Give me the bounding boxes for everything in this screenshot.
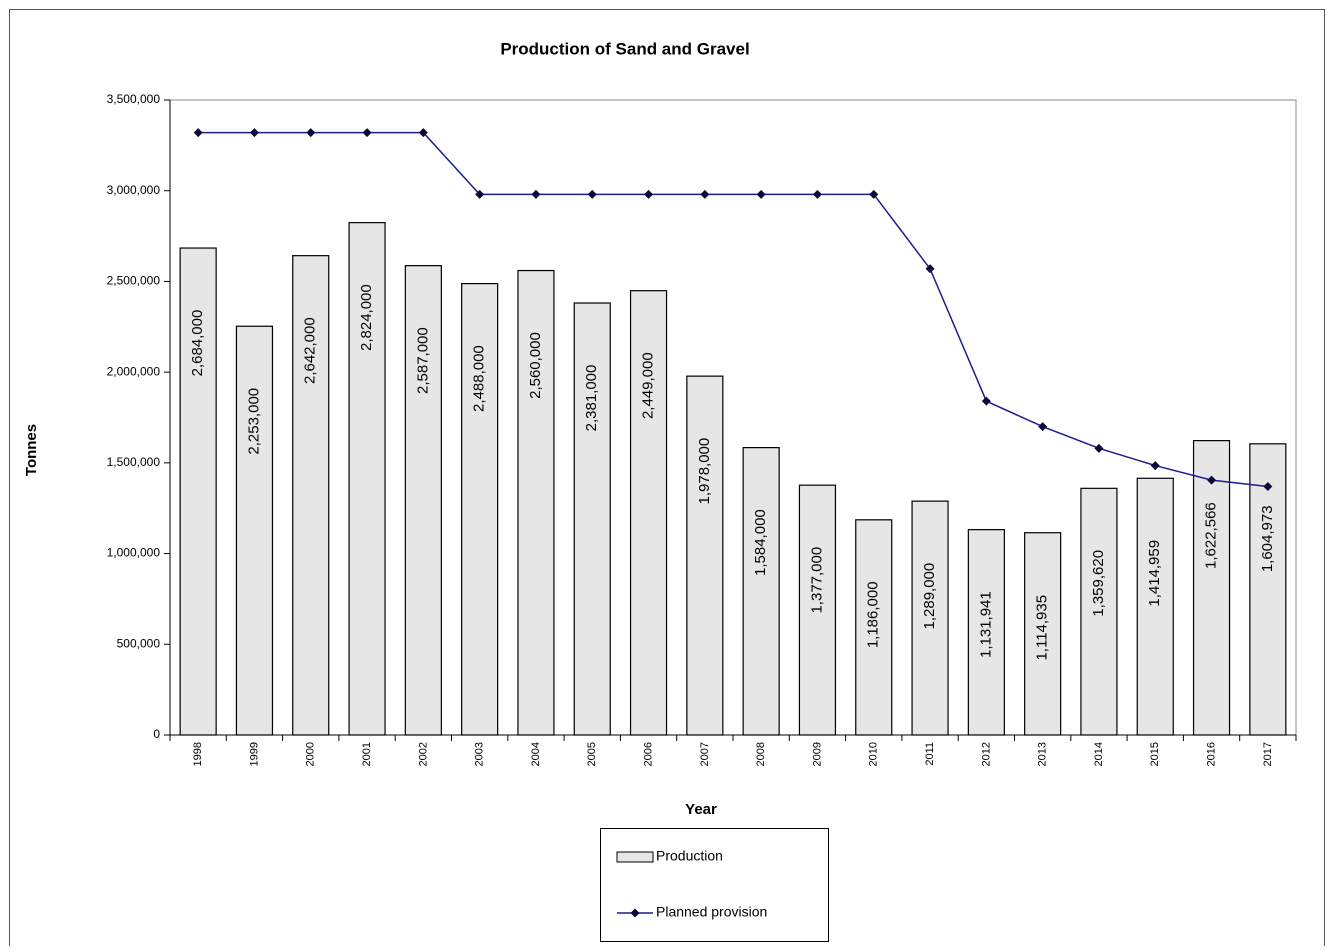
x-tick-label: 2016 <box>1205 742 1217 766</box>
bar <box>911 500 949 736</box>
legend-label: Production <box>656 848 723 864</box>
value-label: 2,587,000 <box>414 327 431 394</box>
y-tick-label: 0 <box>153 727 160 741</box>
bar <box>235 325 274 736</box>
x-tick-label: 2009 <box>811 742 823 766</box>
chart-title: Production of Sand and Gravel <box>500 39 749 58</box>
y-tick-label: 2,000,000 <box>107 364 161 378</box>
value-label: 2,381,000 <box>583 365 600 432</box>
bar <box>292 255 330 736</box>
line-marker <box>531 189 541 199</box>
x-tick-label: 2011 <box>924 742 936 766</box>
bar <box>855 519 893 736</box>
x-tick-label: 2003 <box>474 742 486 766</box>
bar <box>517 269 555 736</box>
x-axis-title: Year <box>685 801 717 818</box>
value-label: 1,359,620 <box>1090 550 1107 617</box>
line-marker <box>418 128 428 138</box>
value-label: 1,622,566 <box>1203 502 1220 569</box>
line-marker <box>700 189 710 199</box>
line-marker <box>1207 475 1217 485</box>
bar <box>1136 477 1174 736</box>
line-marker <box>475 189 485 199</box>
value-label: 1,414,959 <box>1146 540 1163 607</box>
value-label: 2,253,000 <box>245 388 262 455</box>
y-tick-label: 500,000 <box>117 636 161 650</box>
value-label: 1,114,935 <box>1034 595 1051 661</box>
line <box>198 131 1268 488</box>
legend <box>600 828 829 942</box>
line-marker <box>981 396 991 406</box>
x-tick-label: 2004 <box>530 742 542 766</box>
x-tick-label: 2007 <box>699 742 711 766</box>
x-tick-label: 2013 <box>1037 742 1049 766</box>
line-marker <box>869 189 879 199</box>
legend-label: Planned provision <box>656 904 767 920</box>
x-tick-label: 2010 <box>868 742 880 766</box>
value-label: 2,684,000 <box>189 310 206 377</box>
x-tick-label: 1998 <box>192 742 204 766</box>
x-tick-label: 2000 <box>305 742 317 766</box>
value-label: 1,978,000 <box>696 438 713 505</box>
x-tick-label: 2005 <box>586 742 598 766</box>
line-marker <box>756 189 766 199</box>
x-tick-label: 1999 <box>248 742 260 766</box>
y-tick-label: 1,000,000 <box>107 546 161 560</box>
bar <box>573 302 611 736</box>
y-tick-label: 3,500,000 <box>107 92 161 106</box>
line-marker <box>1094 443 1104 453</box>
x-tick-label: 2017 <box>1262 742 1274 766</box>
x-tick-label: 2006 <box>642 742 654 766</box>
value-label: 1,377,000 <box>808 547 825 614</box>
legend-swatch <box>616 851 654 863</box>
bar <box>742 447 780 736</box>
x-tick-label: 2001 <box>361 742 373 766</box>
line-marker <box>249 128 259 138</box>
bar <box>348 222 386 736</box>
x-tick-label: 2002 <box>417 742 429 766</box>
bar <box>1249 443 1287 736</box>
line-marker <box>362 128 372 138</box>
line-marker <box>587 189 597 199</box>
y-tick-label: 2,500,000 <box>107 274 161 288</box>
bar <box>629 290 668 736</box>
bar <box>461 283 499 736</box>
value-label: 1,186,000 <box>865 581 882 648</box>
bar <box>1024 532 1062 736</box>
x-tick-label: 2008 <box>755 742 767 766</box>
bar <box>404 265 442 736</box>
line-marker <box>812 189 822 199</box>
bar <box>686 375 724 736</box>
line-marker <box>193 128 203 138</box>
x-tick-label: 2015 <box>1149 742 1161 766</box>
y-tick-label: 1,500,000 <box>107 455 161 469</box>
value-label: 2,449,000 <box>640 352 657 419</box>
legend-swatch-marker <box>630 908 640 918</box>
bar <box>798 484 837 736</box>
line-marker <box>1150 461 1160 471</box>
bar <box>1192 440 1231 736</box>
y-tick-label: 3,000,000 <box>107 183 161 197</box>
line-marker <box>1038 422 1048 432</box>
value-label: 2,642,000 <box>302 317 319 384</box>
value-label: 2,824,000 <box>358 284 375 351</box>
line-marker <box>306 128 316 138</box>
line-marker <box>1263 481 1273 491</box>
line-marker <box>925 264 935 274</box>
value-label: 2,488,000 <box>471 345 488 412</box>
value-label: 1,131,941 <box>977 591 994 658</box>
value-label: 2,560,000 <box>527 332 544 399</box>
x-tick-label: 2012 <box>980 742 992 766</box>
bar <box>1080 487 1118 736</box>
value-label: 1,289,000 <box>921 563 938 630</box>
x-tick-label: 2014 <box>1093 742 1105 766</box>
bar <box>179 247 217 736</box>
value-label: 1,584,000 <box>752 509 769 576</box>
y-axis-title: Tonnes <box>23 424 40 476</box>
value-label: 1,604,973 <box>1259 505 1276 572</box>
line-marker <box>644 189 654 199</box>
bar <box>967 529 1005 736</box>
